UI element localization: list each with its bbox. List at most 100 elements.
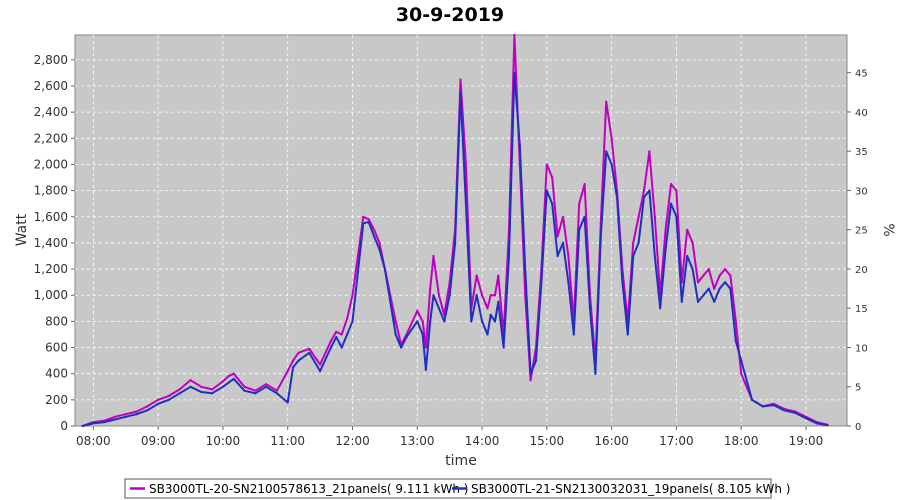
series-1-point [556,235,559,238]
series-2-point [405,336,408,339]
series-1-point [319,363,322,366]
series-1-point [232,372,235,375]
series-1-point [292,359,295,362]
series-2-point [686,254,689,258]
series-2-point [561,241,565,244]
y-right-tick-label: 45 [855,69,868,80]
series-2-point [529,372,532,375]
series-2-point [319,370,322,373]
series-2-point [157,402,160,405]
series-2-point [448,294,451,297]
series-2-point [351,320,354,323]
series-2-point [669,202,673,205]
series-2-point [513,71,516,74]
series-1-point [489,294,492,297]
series-2-point [124,415,127,418]
series-1-point [545,163,548,166]
series-2-point [794,411,797,414]
y-tick-label: 600 [45,341,68,355]
series-2-point [394,333,397,336]
series-2-point [103,421,106,424]
series-2-point [626,333,629,336]
series-2-point [81,424,84,428]
series-2-point [92,422,95,425]
series-1-point [605,100,608,103]
y-right-tick-label: 5 [855,383,861,394]
series-2-point [329,346,332,349]
series-1-point [567,254,570,258]
series-2-point [459,91,462,94]
series-2-point [373,235,376,238]
y-right-tick-label: 35 [855,147,868,158]
series-2-point [400,346,403,349]
series-1-point [610,137,613,140]
x-tick-label: 14:00 [465,434,500,448]
series-2-point [534,359,538,362]
series-1-point [493,294,497,297]
series-2-point [383,268,386,271]
series-2-point [378,248,381,251]
series-2-point [346,333,349,336]
series-2-point [567,281,570,284]
legend-entry-series-2: SB3000TL-21-SN2130032031_19panels( 8.105… [471,482,790,496]
series-1-point [275,389,278,392]
series-2-point [421,333,424,336]
series-1-point [632,241,635,244]
series-2-point [621,281,624,284]
series-1-point [464,163,467,166]
series-1-point [329,339,332,343]
y-axis-left: 0 200 400 600 800 1,000 1,200 1,400 1,600 1,800 2,… [34,53,75,433]
series-2-point [740,359,743,362]
series-1-point [113,415,116,418]
series-1-point [297,351,300,354]
series-1-point [437,294,440,297]
x-tick-label: 19:00 [789,434,824,448]
series-2-point [594,372,597,375]
x-tick-label: 10:00 [206,434,241,448]
series-2-point [518,143,521,146]
series-2-point [772,404,775,407]
legend-entry-series-1: SB3000TL-20-SN2100578613_21panels( 9.111… [149,482,468,496]
y-right-tick-label: 0 [855,422,861,433]
series-1-point [308,347,311,350]
series-2-point [227,381,230,384]
series-2-point [648,189,651,192]
series-2-point [481,320,484,323]
x-axis: 08:00 09:00 10:00 11:00 12:00 13:00 14:00 15:00… [76,426,823,448]
series-1-point [669,183,673,186]
series-2-point [707,287,710,290]
series-2-point [254,392,257,395]
series-2-point [221,385,224,388]
series-2-point [340,346,343,349]
y-axis-right: 0 5 10 15 20 25 30 35 40 45 [847,69,868,433]
series-2-point [286,401,289,404]
series-2-point [432,294,435,297]
series-1-point [734,320,737,323]
series-2-point [167,398,170,401]
series-2-point [497,300,500,303]
series-2-point [551,202,554,205]
series-2-point [632,254,635,258]
y-tick-label: 1,000 [34,288,68,302]
series-2-point [713,300,716,303]
series-1-point [340,333,343,336]
series-2-point [588,307,592,310]
series-2-point [664,248,667,251]
series-2-point [659,307,662,310]
y-tick-label: 1,600 [34,210,68,224]
series-2-point [362,222,365,225]
series-2-point [243,389,246,392]
y-right-tick-label: 25 [855,226,868,237]
x-tick-label: 09:00 [141,434,176,448]
series-2-point [556,254,559,258]
series-1-point [286,370,289,373]
series-2-point [424,368,427,371]
x-axis-label: time [445,453,477,469]
series-2-point [524,268,527,271]
series-1-point [578,202,581,205]
y-tick-label: 400 [45,367,68,381]
series-1-point [723,268,727,271]
y-tick-label: 2,800 [34,53,68,67]
series-2-point [653,254,656,258]
series-2-point [637,241,640,244]
